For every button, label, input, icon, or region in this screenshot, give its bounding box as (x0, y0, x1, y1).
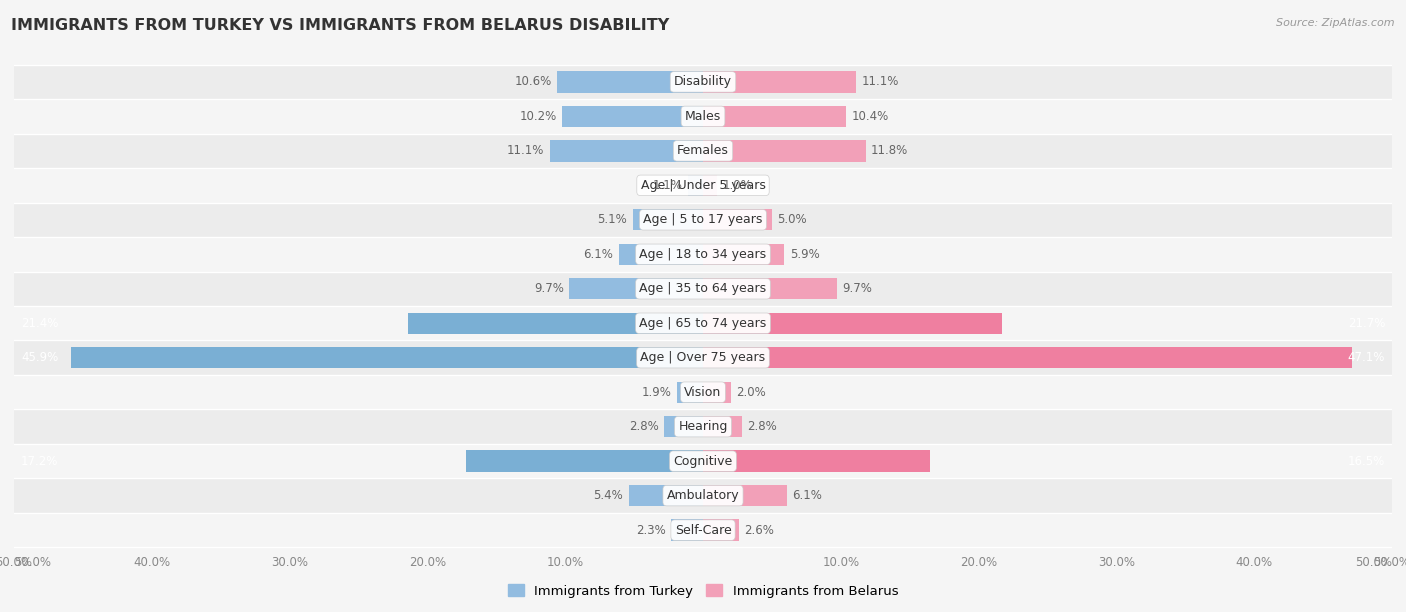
Text: 1.9%: 1.9% (641, 386, 671, 398)
Bar (671, 520, 703, 541)
Text: Disability: Disability (673, 75, 733, 88)
Bar (703, 209, 772, 231)
Text: 5.0%: 5.0% (778, 214, 807, 226)
Text: 6.1%: 6.1% (583, 248, 613, 261)
Bar (619, 244, 703, 265)
Bar (703, 381, 731, 403)
Bar (703, 416, 741, 438)
Text: 2.0%: 2.0% (737, 386, 766, 398)
Text: 45.9%: 45.9% (21, 351, 58, 364)
Text: 10.6%: 10.6% (515, 75, 551, 88)
Bar (703, 347, 1353, 368)
Bar (14, 409, 1392, 444)
Text: 10.4%: 10.4% (852, 110, 889, 123)
Text: Self-Care: Self-Care (675, 524, 731, 537)
Text: Age | 65 to 74 years: Age | 65 to 74 years (640, 317, 766, 330)
Text: 5.1%: 5.1% (598, 214, 627, 226)
Text: 11.8%: 11.8% (872, 144, 908, 157)
Bar (14, 168, 1392, 203)
Text: 11.1%: 11.1% (862, 75, 898, 88)
Text: Age | 5 to 17 years: Age | 5 to 17 years (644, 214, 762, 226)
Bar (703, 140, 866, 162)
Text: Males: Males (685, 110, 721, 123)
Bar (14, 340, 1392, 375)
Bar (14, 513, 1392, 547)
Bar (14, 65, 1392, 99)
Text: Females: Females (678, 144, 728, 157)
Text: 2.8%: 2.8% (747, 420, 778, 433)
Bar (703, 174, 717, 196)
Text: 5.9%: 5.9% (790, 248, 820, 261)
Bar (14, 306, 1392, 340)
Text: 16.5%: 16.5% (1348, 455, 1385, 468)
Text: Age | 18 to 34 years: Age | 18 to 34 years (640, 248, 766, 261)
Bar (703, 244, 785, 265)
Bar (703, 278, 837, 299)
Bar (562, 106, 703, 127)
Bar (14, 272, 1392, 306)
Text: 2.8%: 2.8% (628, 420, 659, 433)
Text: Source: ZipAtlas.com: Source: ZipAtlas.com (1277, 18, 1395, 28)
Text: 6.1%: 6.1% (793, 489, 823, 502)
Bar (557, 71, 703, 92)
Text: Ambulatory: Ambulatory (666, 489, 740, 502)
Text: 47.1%: 47.1% (1348, 351, 1385, 364)
Text: 2.3%: 2.3% (636, 524, 666, 537)
Bar (14, 375, 1392, 409)
Bar (550, 140, 703, 162)
Text: Age | Under 5 years: Age | Under 5 years (641, 179, 765, 192)
Text: 10.2%: 10.2% (520, 110, 557, 123)
Bar (14, 203, 1392, 237)
Bar (703, 106, 846, 127)
Bar (14, 479, 1392, 513)
Text: Age | Over 75 years: Age | Over 75 years (641, 351, 765, 364)
Bar (703, 450, 931, 472)
Bar (703, 520, 738, 541)
Legend: Immigrants from Turkey, Immigrants from Belarus: Immigrants from Turkey, Immigrants from … (502, 579, 904, 603)
Text: 9.7%: 9.7% (534, 282, 564, 295)
Bar (465, 450, 703, 472)
Text: IMMIGRANTS FROM TURKEY VS IMMIGRANTS FROM BELARUS DISABILITY: IMMIGRANTS FROM TURKEY VS IMMIGRANTS FRO… (11, 18, 669, 34)
Bar (688, 174, 703, 196)
Bar (703, 485, 787, 506)
Text: 5.4%: 5.4% (593, 489, 623, 502)
Text: 1.0%: 1.0% (723, 179, 752, 192)
Text: 11.1%: 11.1% (508, 144, 544, 157)
Bar (14, 133, 1392, 168)
Bar (703, 71, 856, 92)
Text: 21.7%: 21.7% (1348, 317, 1385, 330)
Text: 1.1%: 1.1% (652, 179, 682, 192)
Bar (70, 347, 703, 368)
Text: Hearing: Hearing (678, 420, 728, 433)
Text: Age | 35 to 64 years: Age | 35 to 64 years (640, 282, 766, 295)
Text: 21.4%: 21.4% (21, 317, 58, 330)
Bar (14, 444, 1392, 479)
Text: 50.0%: 50.0% (14, 556, 51, 569)
Bar (14, 237, 1392, 272)
Text: 50.0%: 50.0% (1355, 556, 1392, 569)
Text: Vision: Vision (685, 386, 721, 398)
Bar (676, 381, 703, 403)
Bar (703, 313, 1002, 334)
Bar (633, 209, 703, 231)
Bar (14, 99, 1392, 133)
Bar (665, 416, 703, 438)
Text: Cognitive: Cognitive (673, 455, 733, 468)
Text: 17.2%: 17.2% (21, 455, 58, 468)
Text: 2.6%: 2.6% (744, 524, 775, 537)
Bar (628, 485, 703, 506)
Text: 9.7%: 9.7% (842, 282, 872, 295)
Bar (408, 313, 703, 334)
Bar (569, 278, 703, 299)
